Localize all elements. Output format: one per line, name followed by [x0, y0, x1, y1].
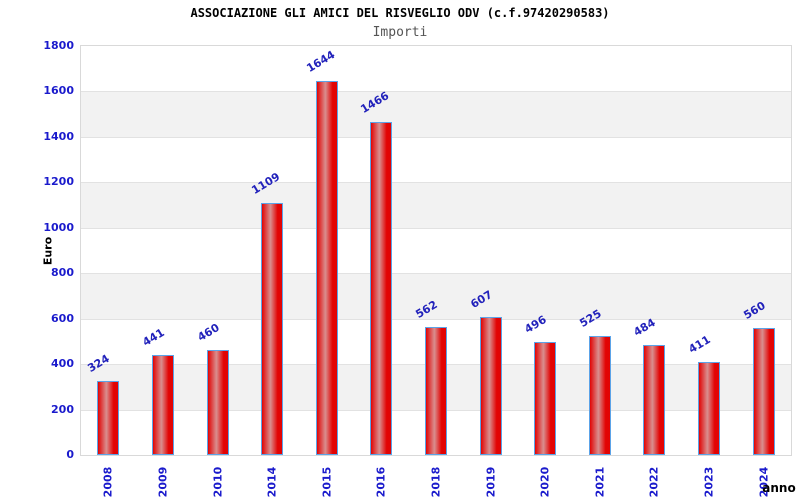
bar	[752, 327, 775, 455]
y-tick-label: 1200	[43, 175, 74, 189]
y-tick-label: 1400	[43, 129, 74, 143]
bar-value-text: 441	[140, 325, 167, 349]
bar-value-text: 1644	[304, 48, 338, 76]
x-tick-text: 2018	[429, 466, 443, 498]
y-tick-label: 1600	[43, 84, 74, 98]
x-tick-text: 2008	[101, 466, 115, 498]
plot-area: 324 441 460 1109 1644 1466 562 607 496 525 484 411 5…	[80, 45, 792, 456]
x-tick-text: 2022	[647, 466, 661, 498]
bar-value-text: 411	[686, 332, 713, 356]
plot-band	[81, 91, 791, 137]
gridline	[81, 319, 791, 320]
gridline	[81, 182, 791, 183]
x-tick-text: 2023	[702, 466, 716, 498]
bar	[261, 203, 284, 455]
bar	[425, 327, 447, 455]
chart-subtitle: Importi	[372, 25, 428, 40]
y-axis-title-text: Euro	[41, 236, 55, 266]
y-tick-label: 0	[66, 448, 74, 461]
bar-value-text: 460	[194, 321, 222, 345]
bar	[479, 317, 502, 455]
bar	[643, 345, 666, 455]
x-tick-text: 2019	[484, 466, 498, 498]
bar	[534, 342, 557, 455]
y-tick-label: 1000	[43, 220, 74, 234]
x-tick-text: 2021	[593, 466, 607, 498]
x-tick-text: 2014	[265, 466, 279, 498]
plot-band	[81, 182, 791, 228]
bar	[588, 335, 611, 455]
y-tick-label: 800	[51, 266, 74, 280]
gridline	[81, 91, 791, 92]
gridline	[81, 228, 791, 229]
x-tick-text: 2009	[156, 466, 170, 498]
bar	[97, 381, 120, 455]
x-tick-text: 2015	[320, 466, 334, 498]
gridline	[81, 137, 791, 138]
bar	[151, 354, 174, 455]
x-tick-text: 2020	[538, 466, 552, 498]
bar	[698, 361, 721, 455]
x-axis-title-text: anno	[762, 481, 796, 495]
plot-band	[81, 273, 791, 319]
y-tick-label: 200	[51, 402, 74, 416]
chart-title: ASSOCIAZIONE GLI AMICI DEL RISVEGLIO ODV…	[190, 6, 610, 20]
y-tick-label: 600	[51, 311, 74, 325]
bar	[370, 121, 393, 455]
gridline	[81, 273, 791, 274]
x-tick-text: 2010	[211, 466, 225, 498]
y-tick-label: 400	[51, 357, 74, 371]
x-tick-text: 2016	[374, 466, 388, 498]
y-tick-label: 1800	[43, 39, 74, 52]
bar	[315, 81, 338, 455]
bar	[206, 350, 229, 455]
